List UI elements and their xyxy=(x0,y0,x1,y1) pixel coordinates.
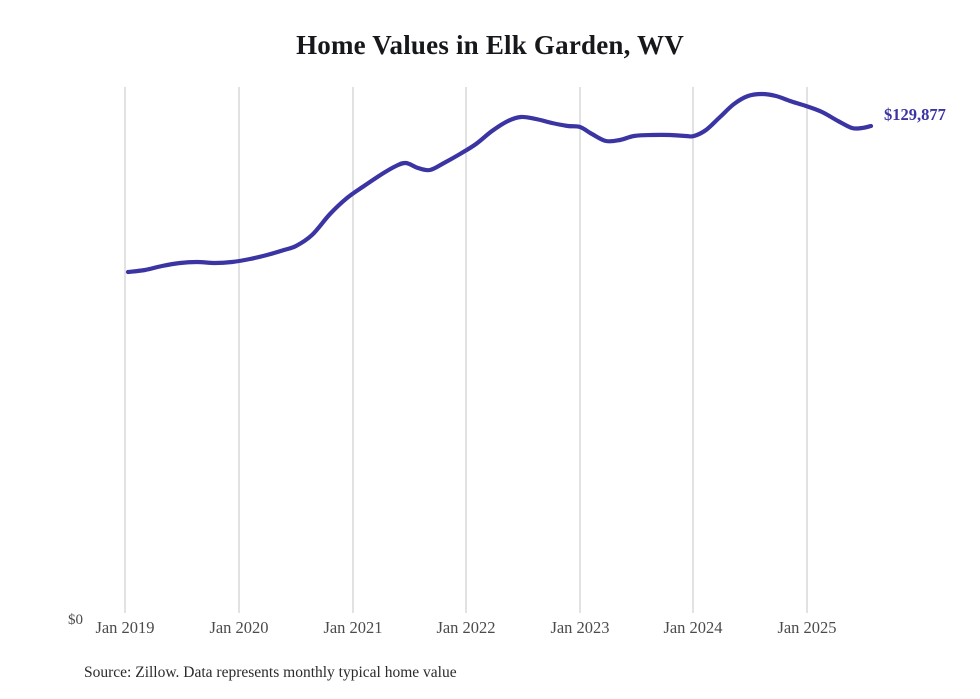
source-note: Source: Zillow. Data represents monthly … xyxy=(84,664,457,681)
x-gridlines xyxy=(124,87,808,613)
end-value-label: $129,877 xyxy=(884,105,946,124)
home-value-line xyxy=(125,91,874,275)
y-axis-zero-label: $0 xyxy=(68,612,83,628)
x-tick-label-jan-2022: Jan 2022 xyxy=(436,618,496,637)
home-value-series xyxy=(125,91,874,275)
x-tick-label-jan-2023: Jan 2023 xyxy=(550,618,610,637)
x-tick-label-jan-2025: Jan 2025 xyxy=(777,618,837,637)
x-tick-label-jan-2021: Jan 2021 xyxy=(323,618,383,637)
chart-title: Home Values in Elk Garden, WV xyxy=(296,30,684,60)
x-tick-label-jan-2019: Jan 2019 xyxy=(95,618,155,637)
x-tick-label-jan-2024: Jan 2024 xyxy=(663,618,723,637)
x-tick-label-jan-2020: Jan 2020 xyxy=(209,618,269,637)
